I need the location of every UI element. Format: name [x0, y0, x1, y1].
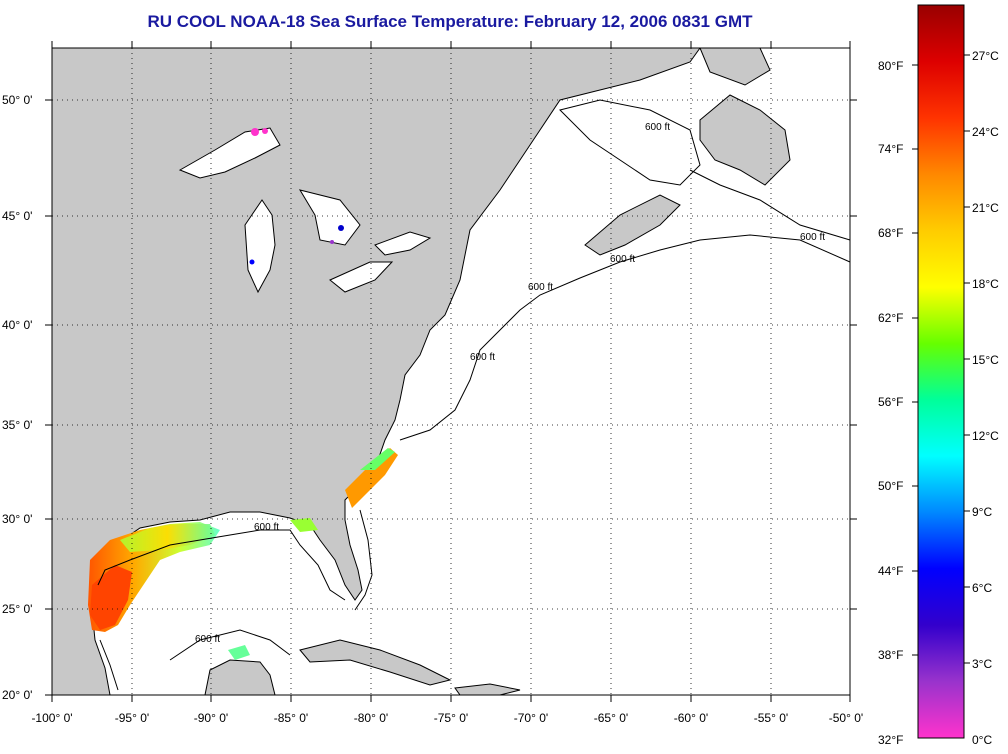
longitude-labels: -100° 0' -95° 0' -90° 0' -85° 0' -80° 0'… [31, 711, 863, 725]
colorbar-celsius-labels: 27°C 24°C 21°C 18°C 15°C 12°C 9°C 6°C 3°… [972, 49, 999, 747]
lon-label-90: -90° 0' [194, 711, 228, 725]
lat-label-30: 30° 0' [2, 512, 32, 526]
colorbar-scale [917, 4, 965, 739]
gulf-of-st-lawrence [559, 99, 701, 186]
cb-c-21: 21°C [972, 201, 999, 215]
cb-c-6: 6°C [972, 581, 992, 595]
map-title: RU COOL NOAA-18 Sea Surface Temperature:… [147, 12, 753, 31]
colorbar-fahrenheit-labels: 80°F 74°F 68°F 62°F 56°F 50°F 44°F 38°F … [878, 59, 903, 747]
isobath-gulf [97, 529, 346, 601]
isobath-gulf-south [99, 639, 119, 691]
lat-label-20: 20° 0' [2, 688, 32, 702]
lon-label-65: -65° 0' [594, 711, 628, 725]
cb-f-38: 38°F [878, 648, 903, 662]
lat-label-25: 25° 0' [2, 602, 32, 616]
hispaniola-land [454, 683, 521, 696]
cb-f-68: 68°F [878, 226, 903, 240]
lat-label-50: 50° 0' [2, 93, 32, 107]
lat-label-40: 40° 0' [2, 318, 32, 332]
colorbar-ticks [912, 54, 970, 664]
sst-gulf-coast [120, 524, 215, 552]
lake-huron [298, 189, 361, 246]
isobath-lines [97, 169, 851, 691]
cb-f-44: 44°F [878, 564, 903, 578]
lon-label-100: -100° 0' [31, 711, 72, 725]
cb-c-18: 18°C [972, 277, 999, 291]
cb-f-56: 56°F [878, 395, 903, 409]
lake-erie [329, 261, 394, 293]
graticule [52, 48, 850, 695]
lat-label-45: 45° 0' [2, 209, 32, 223]
lon-label-80: -80° 0' [354, 711, 388, 725]
sst-michigan-blue [249, 259, 255, 265]
isobath-label-7: 600 ft [800, 232, 825, 243]
isobath-florida [354, 509, 373, 611]
cb-c-0: 0°C [972, 733, 992, 747]
isobath-label-1: 600 ft [254, 522, 279, 533]
isobath-label-3: 600 ft [470, 352, 495, 363]
cb-f-32: 32°F [878, 733, 903, 747]
sst-yucatan-patch [228, 645, 250, 660]
isobath-yucatan [169, 629, 291, 661]
lake-superior [178, 127, 281, 179]
cb-f-74: 74°F [878, 142, 903, 156]
cuba-land [299, 639, 452, 686]
cb-c-3: 3°C [972, 657, 992, 671]
cb-c-24: 24°C [972, 125, 999, 139]
cb-c-15: 15°C [972, 353, 999, 367]
nova-scotia-land [584, 194, 681, 256]
isobath-label-5: 600 ft [528, 282, 553, 293]
cb-c-12: 12°C [972, 429, 999, 443]
sst-patches [88, 128, 398, 660]
colorbar: 80°F 74°F 68°F 62°F 56°F 50°F 44°F 38°F … [878, 4, 999, 747]
sst-superior-pink [251, 128, 259, 136]
cb-f-80: 80°F [878, 59, 903, 73]
cb-c-9: 9°C [972, 505, 992, 519]
sst-texas-core [90, 565, 132, 630]
cb-f-50: 50°F [878, 479, 903, 493]
cb-c-27: 27°C [972, 49, 999, 63]
sst-huron-purple [330, 240, 334, 244]
isobath-atlantic [399, 234, 851, 441]
lon-label-60: -60° 0' [674, 711, 708, 725]
lake-michigan [244, 199, 276, 294]
lon-label-85: -85° 0' [274, 711, 308, 725]
axis-ticks [45, 41, 857, 702]
latitude-labels: 50° 0' 45° 0' 40° 0' 35° 0' 30° 0' 25° 0… [2, 93, 32, 702]
lon-label-55: -55° 0' [754, 711, 788, 725]
sst-carolina-edge [360, 448, 395, 470]
sst-florida-panhandle [290, 518, 318, 532]
lon-label-50: -50° 0' [829, 711, 863, 725]
isobath-label-6: 600 ft [645, 122, 670, 133]
isobath-grand-banks [689, 169, 851, 241]
isobath-label-4: 600 ft [610, 254, 635, 265]
sst-superior-pink-2 [262, 128, 268, 134]
sst-huron-blue [338, 225, 344, 231]
lon-label-70: -70° 0' [514, 711, 548, 725]
lake-ontario [374, 231, 432, 256]
lon-label-95: -95° 0' [115, 711, 149, 725]
isobath-label-2: 600 ft [195, 634, 220, 645]
land-masses [51, 47, 791, 696]
newfoundland-land [699, 94, 791, 186]
cb-f-62: 62°F [878, 311, 903, 325]
lon-label-75: -75° 0' [434, 711, 468, 725]
sst-carolina [345, 448, 398, 508]
lat-label-35: 35° 0' [2, 418, 32, 432]
isobath-labels: 600 ft 600 ft 600 ft 600 ft 600 ft 600 f… [195, 122, 825, 645]
great-lakes [178, 127, 432, 294]
